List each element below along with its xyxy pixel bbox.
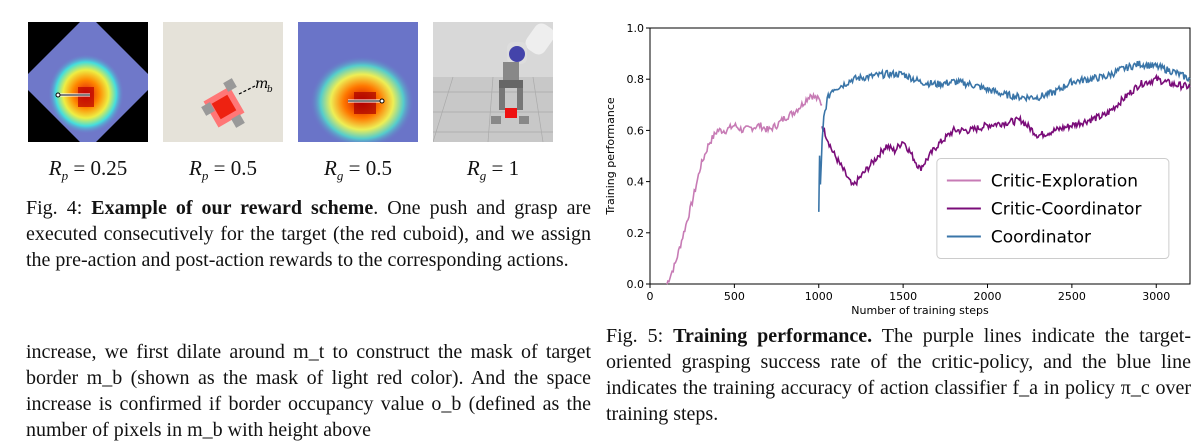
robot-scene-image <box>433 22 553 142</box>
svg-text:b: b <box>267 85 273 95</box>
legend-entry: Coordinator <box>991 228 1091 248</box>
panel-label-1: Rp = 0.25 <box>48 156 128 184</box>
x-tick-label: 2500 <box>1058 290 1086 303</box>
figure4-panel-4 <box>433 22 553 142</box>
x-tick-label: 500 <box>724 290 745 303</box>
panel-label-4: Rg = 1 <box>466 156 520 184</box>
heatmap-grasp-image <box>298 22 418 142</box>
annotation-mb: m <box>255 76 268 92</box>
series-line-2 <box>818 60 1191 212</box>
x-tick-label: 2000 <box>974 290 1002 303</box>
panel-label-3: Rg = 0.5 <box>324 156 392 184</box>
y-tick-label: 1.0 <box>627 22 645 35</box>
right-column: 0 500 1000 1500 2000 2500 3000 0.0 0.2 0.4 0.6 0.8 1… <box>600 0 1200 444</box>
figure4-panel-3 <box>298 22 418 142</box>
x-tick-label: 3000 <box>1142 290 1170 303</box>
legend-entry: Critic-Coordinator <box>991 200 1142 220</box>
y-tick-label: 0.6 <box>627 124 645 137</box>
border-mask-image: m b <box>163 22 283 142</box>
x-tick-label: 1500 <box>889 290 917 303</box>
figure4-caption: Fig. 4: Example of our reward scheme. On… <box>26 197 591 271</box>
legend-box <box>936 158 1170 260</box>
x-tick-label: 0 <box>647 290 654 303</box>
legend-entry: Critic-Exploration <box>991 172 1138 192</box>
panel-label-2: Rp = 0.5 <box>189 156 257 184</box>
left-column: m b <box>18 0 591 444</box>
y-tick-label: 0.0 <box>627 278 645 291</box>
y-tick-label: 0.2 <box>627 227 645 240</box>
figure5-caption: Fig. 5: Training performance. The purple… <box>606 325 1191 425</box>
y-tick-label: 0.8 <box>627 73 645 86</box>
training-performance-chart: 0 500 1000 1500 2000 2500 3000 0.0 0.2 0.4 0.6 0.8 1… <box>604 22 1191 317</box>
y-axis-label: Training performance <box>604 97 617 216</box>
x-tick-label: 1000 <box>805 290 833 303</box>
series-line-1 <box>821 73 1191 187</box>
series-line-0 <box>666 91 823 285</box>
x-axis-label: Number of training steps <box>851 304 989 317</box>
figure4-panel-2: m b <box>163 22 283 142</box>
y-tick-label: 0.4 <box>627 176 645 189</box>
body-paragraph: increase, we first dilate around m_t to … <box>26 341 591 441</box>
heatmap-push-image <box>28 22 148 142</box>
figure4-panel-1 <box>28 22 148 142</box>
